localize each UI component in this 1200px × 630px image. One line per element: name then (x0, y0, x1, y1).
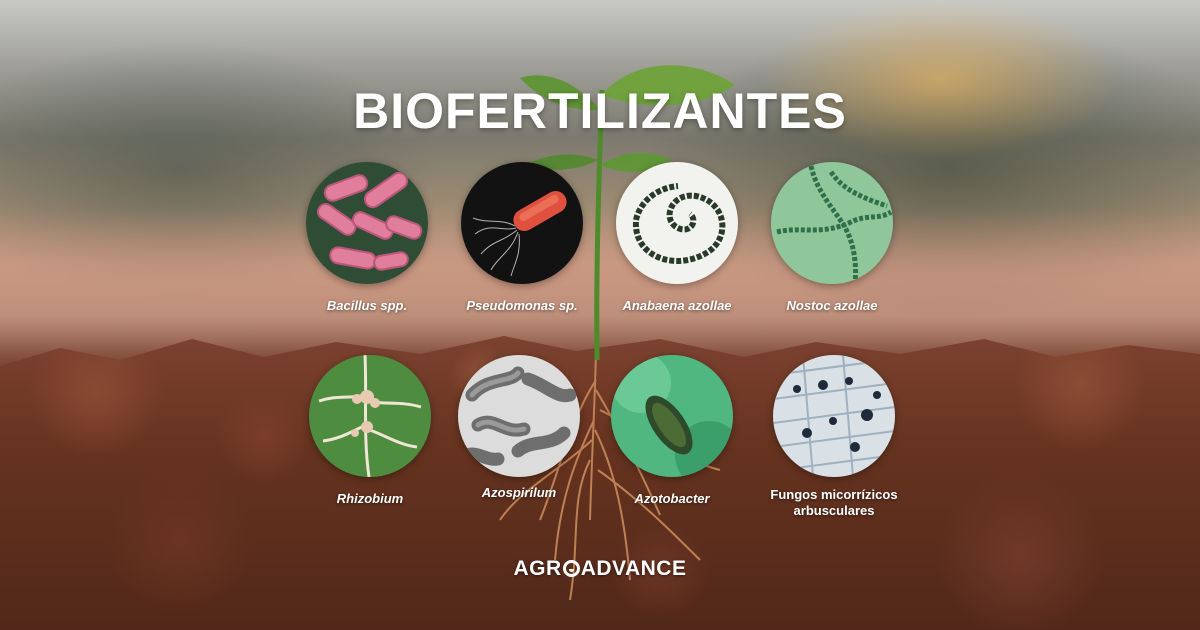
organism-card-bacillus: Bacillus spp. (282, 162, 452, 314)
azotobacter-micrograph-image (611, 355, 733, 477)
rhizobium-root-image (309, 355, 431, 477)
mycorrhizal-micrograph-image (773, 355, 895, 477)
logo-text-part2: ADVANCE (580, 557, 687, 580)
organism-label: Anabaena azollae (622, 298, 732, 313)
logo-o-leaf-icon (562, 560, 580, 577)
logo-text-part1: AGR (513, 557, 562, 580)
pseudomonas-micrograph-image (461, 162, 583, 284)
organism-label: Azotobacter (634, 491, 710, 506)
page-title: BIOFERTILIZANTES (353, 83, 847, 139)
organism-label: Pseudomonas sp. (466, 298, 578, 313)
organism-card-nostoc: Nostoc azollae (747, 162, 917, 314)
organism-card-azotobacter: Azotobacter (587, 355, 757, 507)
organism-label: Rhizobium (336, 491, 404, 506)
bacillus-micrograph-image (306, 162, 428, 284)
anabaena-micrograph-image (616, 162, 738, 284)
organism-label: Fungos micorrízicos arbusculares (770, 487, 898, 518)
organism-card-pseudomonas: Pseudomonas sp. (437, 162, 607, 314)
organism-label: Azospirilum (481, 485, 557, 500)
soil-ground (0, 336, 1200, 630)
organism-label: Nostoc azollae (786, 298, 878, 313)
sunlight-glow (760, 0, 1120, 160)
agroadvance-logo: AGR ADVANCE (0, 557, 1200, 581)
nostoc-micrograph-image (771, 162, 893, 284)
organism-card-azospirilum: Azospirilum (434, 355, 604, 501)
azospirilum-micrograph-image (458, 355, 580, 477)
organism-label: Bacillus spp. (326, 298, 408, 313)
organism-card-anabaena: Anabaena azollae (592, 162, 762, 314)
organism-card-rhizobium: Rhizobium (285, 355, 455, 507)
organism-card-fungos: Fungos micorrízicos arbusculares (749, 355, 919, 519)
